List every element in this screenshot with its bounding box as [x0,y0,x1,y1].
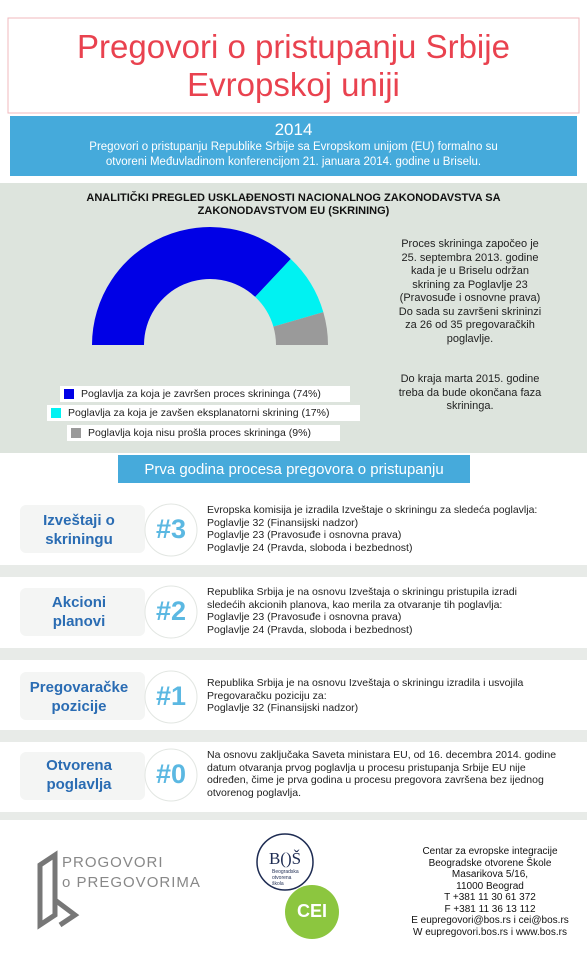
bos-logo [256,833,314,891]
logo-text: PROGOVORI [62,854,164,871]
step-text: Poglavlje 32 (Finansijski nadzor) [207,516,359,529]
bos-sub: otvorena [272,875,292,881]
chart-title: ZAKONODAVSTVOM EU (SKRINING) [197,205,390,217]
bos-text: B()Š [268,849,302,868]
contact-line: Beogradske otvorene Škole [428,857,552,869]
legend-swatch [51,408,61,418]
separator [0,648,587,660]
step-text: Poglavlje 24 (Pravda, sloboda i bezbedno… [207,541,413,554]
step-text: Poglavlje 23 (Pravosuđe i osnovna prava) [207,611,402,623]
intro: otvoreni Međuvladinom konferencijom 21. … [105,156,482,168]
legend-box [60,386,350,402]
contact-line: T +381 11 30 61 372 [444,892,536,903]
note-text: (Pravosuđe i osnovne prava) [399,292,541,304]
step-number: #0 [155,759,187,789]
note-text: Proces skrininga započeo je [401,238,539,250]
step-text: Pregovaračku poziciju za: [207,689,327,702]
step-text: Republika Srbija je na osnovu Izveštaja … [207,677,524,690]
step-label: poglavlja [46,776,112,793]
separator [0,565,587,577]
step-text: Poglavlje 24 (Pravda, sloboda i bezbedno… [207,623,413,636]
step-text: Poglavlje 23 (Pravosuđe i osnovna prava) [207,529,402,541]
section-title: Prva godina procesa pregovora o pristupa… [144,461,444,478]
separator [0,812,587,820]
title: Pregovori o pristupanju Srbije [77,28,510,65]
legend-swatch [64,389,74,399]
step-text: Poglavlje 32 (Finansijski nadzor) [207,702,359,715]
legend-swatch [71,428,81,438]
note-text: Do sada su završeni skrininzi [398,305,542,318]
note-text: 25. septembra 2013. godine [401,251,539,264]
legend-label: Poglavlja za koja je završen proces skri… [81,388,321,400]
bos-sub: škola [272,881,284,887]
step-label: planovi [52,613,106,630]
legend-box [67,425,340,441]
cei-logo [285,885,339,939]
step-text: datum otvaranja prvog poglavlja u proces… [207,761,526,774]
step-text: Na osnovu zaključaka Saveta ministara EU… [207,749,557,761]
step-label: Otvorena [46,757,112,774]
chart-title: ANALITIČKI PREGLED USKLAĐENOSTI NACIONAL… [86,192,501,204]
legend-box [47,405,360,421]
logo-text: o PREGOVORIMA [62,874,201,891]
donut-segment [273,312,328,345]
donut-segment [255,258,324,327]
contact-line: Masarikova 5/16, [451,869,529,880]
contact-line: Centar za evropske integracije [422,846,558,857]
step-label: Pregovaračke [29,679,129,696]
step-text: Evropska komisija je izradila Izveštaje … [207,504,538,516]
step-panels [20,505,145,800]
note-text: treba da bude okončana faza [398,386,542,399]
note-text: Do kraja marta 2015. godine [400,373,540,385]
section-banner [118,455,470,483]
contact-line: F +381 11 36 13 112 [444,903,536,915]
note-text: kada je u Briselu održan [410,265,529,277]
logo [37,850,80,930]
year: 2014 [274,120,313,139]
bos-sub: Beogradska [272,869,299,875]
legend-label: Poglavlja koja nisu prošla proces skrini… [88,427,311,439]
step-label: skriningu [45,531,113,548]
cei-text: CEI [296,901,327,921]
step-text: sledećih akcionih planova, kao merila za… [207,598,503,611]
contact-line: 11000 Beograd [456,880,524,892]
step-label: pozicije [51,698,107,715]
separator [0,730,587,742]
step-number: #3 [155,514,187,544]
step-text: otvorenog poglavlja. [207,786,301,799]
note-text: za 26 od 35 pregovaračkih [405,319,535,331]
intro-band [10,116,577,176]
step-number: #1 [155,681,187,711]
intro: Pregovori o pristupanju Republike Srbije… [89,141,498,153]
note-text: poglavlje. [446,332,494,345]
donut-segment [92,226,291,345]
legend-label: Poglavlja za koja je zavšen eksplanatorn… [68,407,330,419]
title-frame [7,17,580,114]
note-text: skrininga. [446,400,494,412]
contact-line: W eupregovori.bos.rs i www.bos.rs [413,926,567,938]
step-label: Akcioni [51,594,107,611]
step-label: Izveštaji o [43,512,115,529]
title: Evropskoj uniji [187,66,400,103]
contact-line: E eupregovori@bos.rs i cei@bos.rs [411,915,569,926]
note-text: skrining za Poglavlje 23 [412,278,528,291]
step-number: #2 [155,596,187,626]
step-text: određen, čime je prva godina u procesu p… [207,774,544,786]
step-circles [144,503,198,802]
step-text: Republika Srbija je na osnovu Izveštaja … [207,586,517,598]
